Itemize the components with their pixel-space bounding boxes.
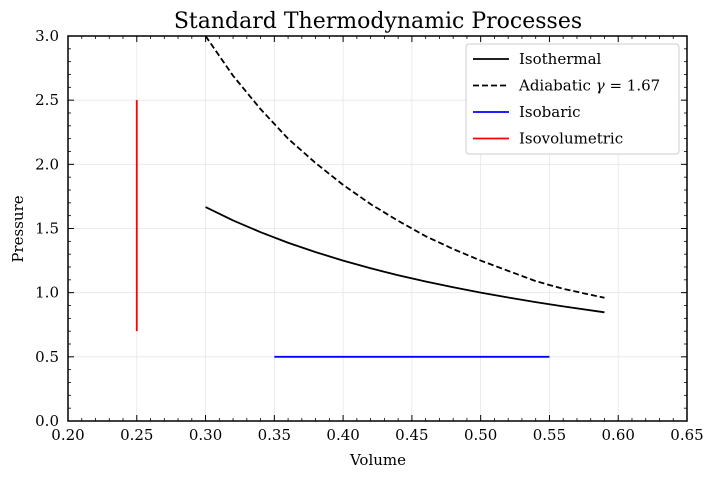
chart-title: Standard Thermodynamic Processes — [174, 9, 582, 34]
x-tick-label: 0.60 — [602, 426, 635, 444]
legend-label: Isothermal — [519, 50, 602, 68]
major-ticks — [67, 35, 688, 422]
y-tick-label: 0.5 — [35, 348, 59, 366]
x-tick-label: 0.40 — [326, 426, 359, 444]
series-line-adiabatic — [204, 35, 605, 299]
y-axis-label: Pressure — [9, 195, 27, 262]
legend-item: Isovolumetric — [473, 130, 623, 148]
y-tick-labels: 0.0 0.5 1.0 1.5 2.0 2.5 3.0 — [35, 27, 59, 430]
legend: Isothermal Adiabatic γ = 1.67 Isobaric Isov… — [465, 43, 680, 155]
x-tick-labels: 0.20 0.25 0.30 0.35 0.40 0.45 0.50 0.55 0.60 0.65 — [51, 426, 703, 444]
legend-item: Adiabatic γ = 1.67 — [473, 77, 660, 95]
legend-item: Isobaric — [473, 103, 581, 121]
x-tick-label: 0.65 — [670, 426, 703, 444]
series-line-isothermal — [205, 206, 605, 314]
legend-label: Isobaric — [519, 103, 581, 121]
series-layer — [135, 35, 605, 358]
x-tick-label: 0.25 — [120, 426, 153, 444]
x-tick-label: 0.20 — [51, 426, 84, 444]
x-tick-label: 0.35 — [258, 426, 291, 444]
x-tick-label: 0.45 — [395, 426, 428, 444]
x-tick-label: 0.50 — [464, 426, 497, 444]
legend-item: Isothermal — [473, 50, 602, 68]
y-tick-label: 2.0 — [35, 155, 59, 173]
y-tick-label: 0.0 — [35, 412, 59, 430]
legend-box — [465, 43, 680, 155]
y-tick-label: 1.5 — [35, 220, 59, 238]
y-tick-label: 1.0 — [35, 284, 59, 302]
x-tick-label: 0.30 — [189, 426, 222, 444]
x-tick-label: 0.55 — [533, 426, 566, 444]
y-tick-label: 2.5 — [35, 91, 59, 109]
legend-label: Isovolumetric — [519, 130, 623, 148]
y-tick-label: 3.0 — [35, 27, 59, 45]
legend-label: Adiabatic γ = 1.67 — [518, 77, 660, 95]
x-axis-label: Volume — [349, 451, 406, 469]
